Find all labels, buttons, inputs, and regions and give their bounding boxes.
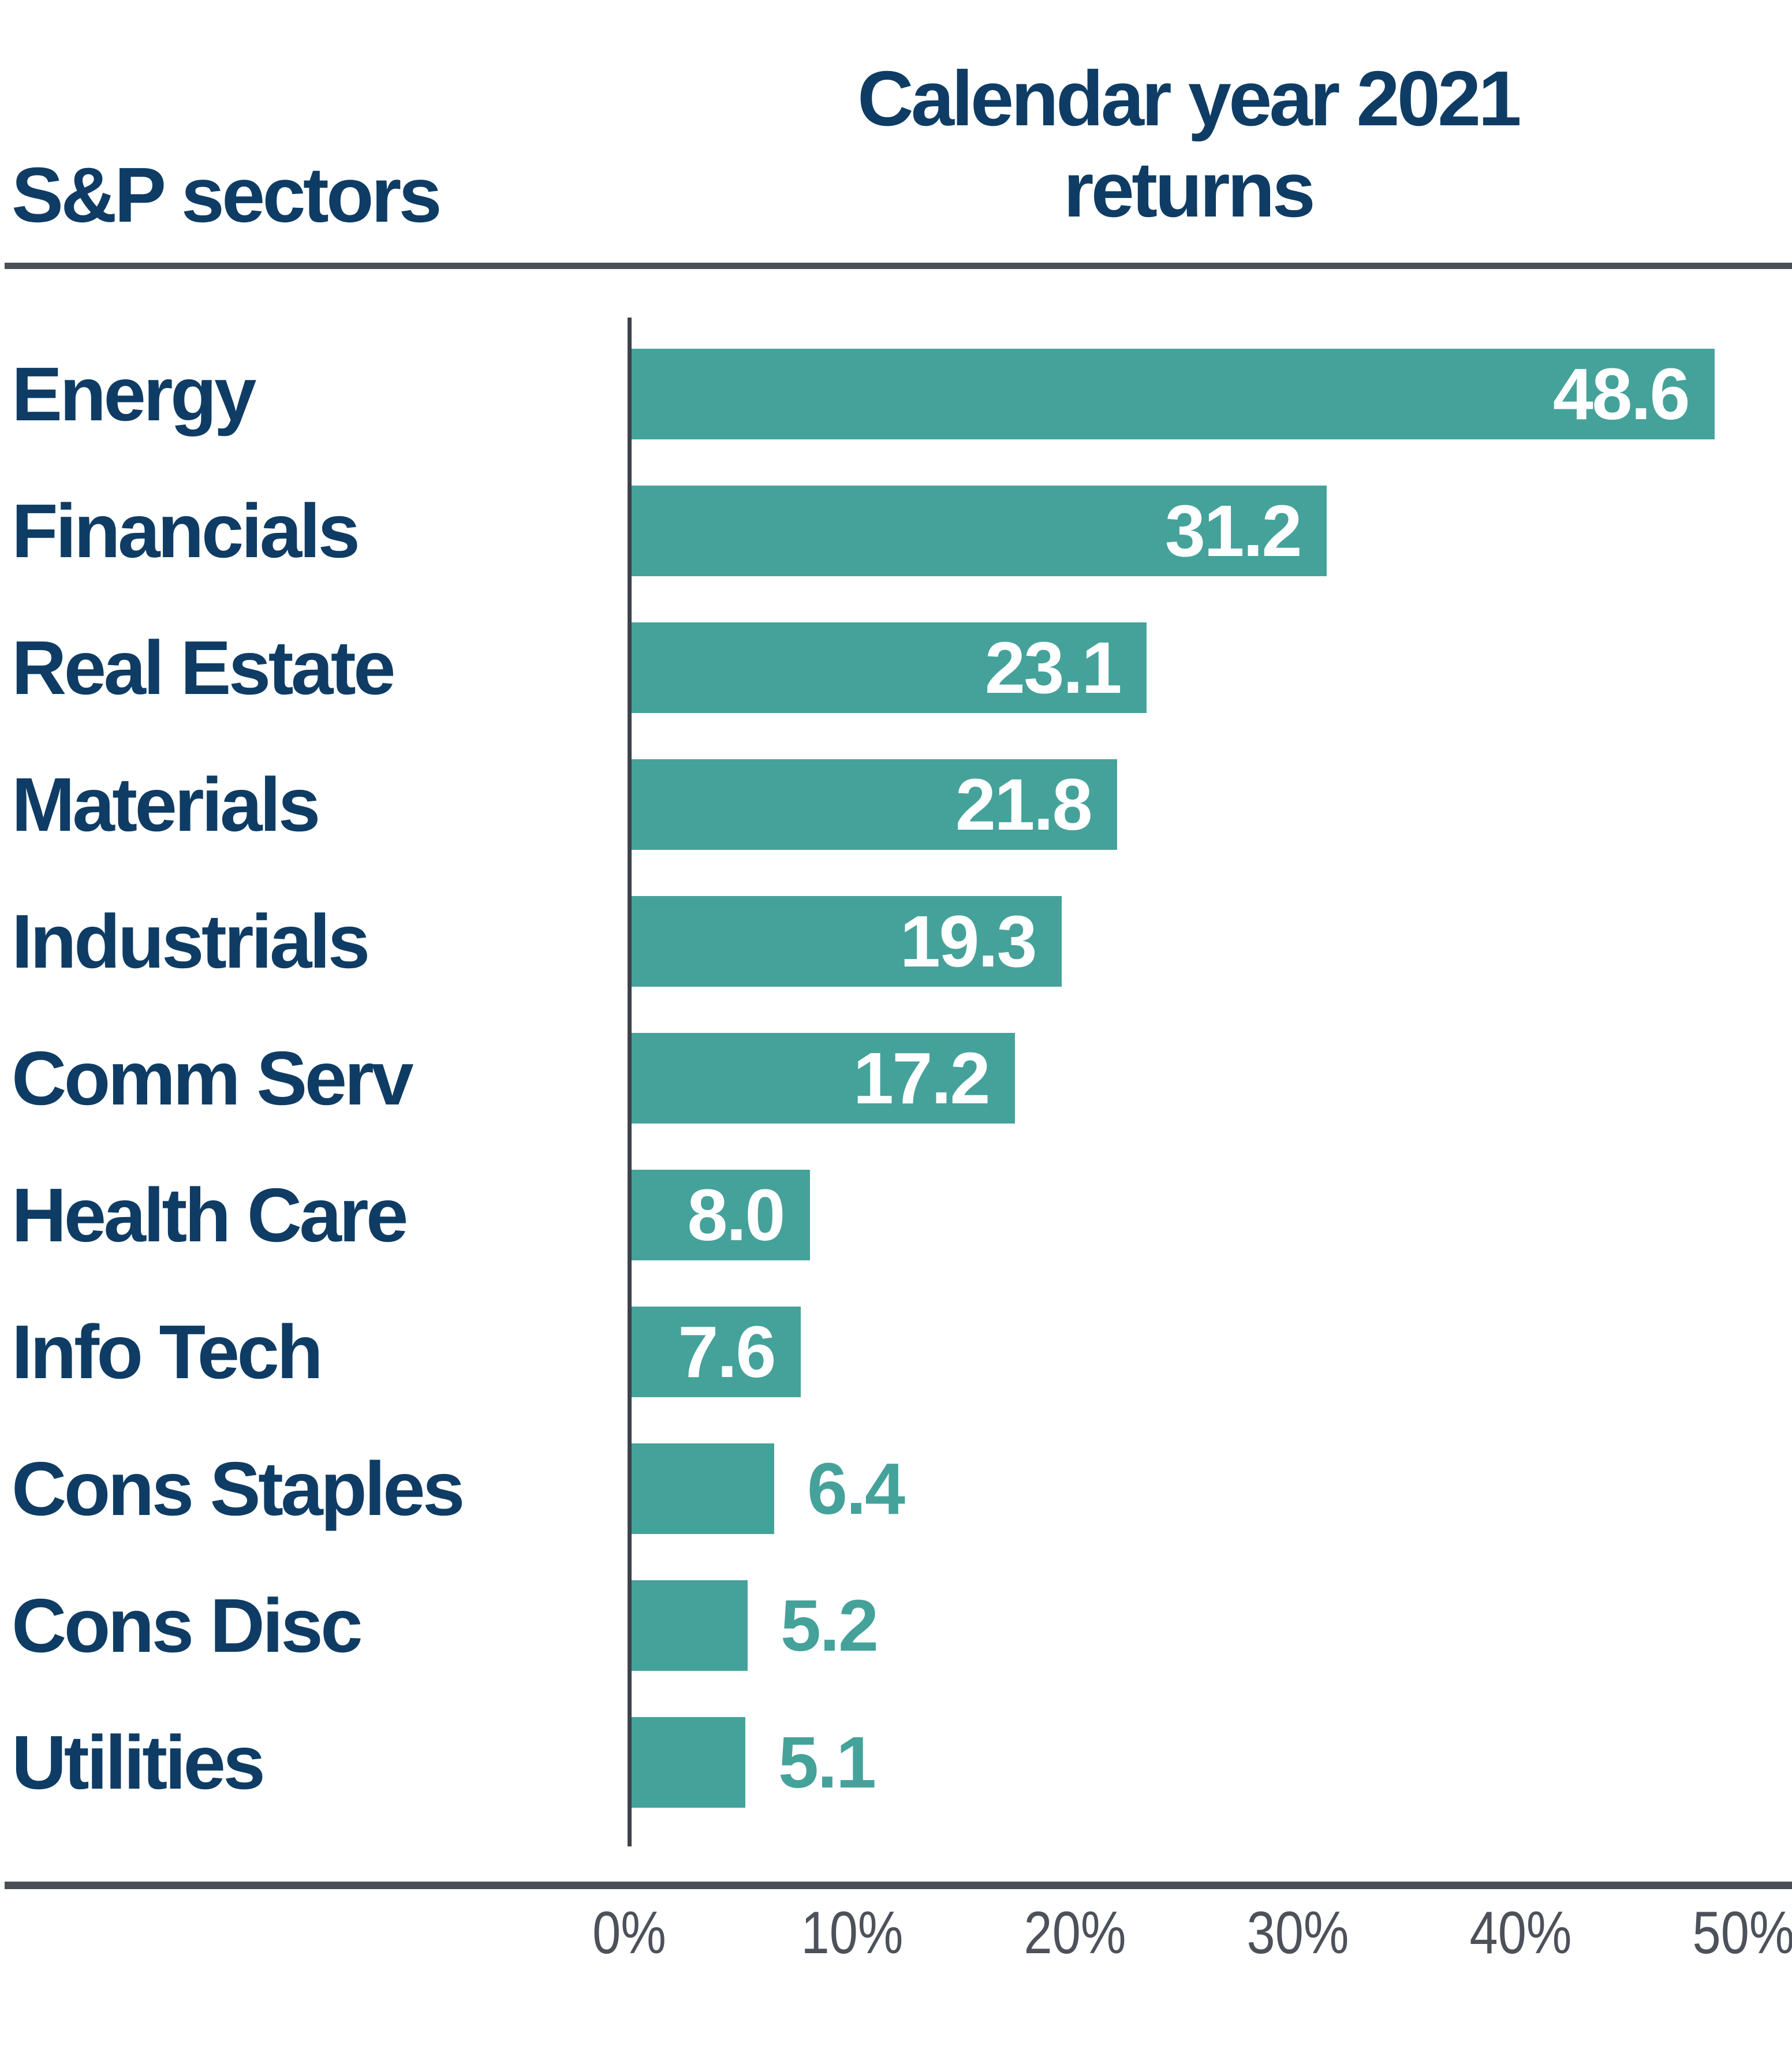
bar: 21.8 bbox=[632, 759, 1117, 850]
y-axis-line bbox=[628, 318, 632, 1846]
sector-label: Health Care bbox=[12, 1173, 408, 1257]
sector-label: Cons Disc bbox=[12, 1583, 363, 1668]
bar-value-label: 21.8 bbox=[955, 764, 1093, 845]
sector-label: Utilities bbox=[12, 1720, 266, 1805]
x-axis-tick-label: 10% bbox=[792, 1901, 912, 1965]
sector-label: Cons Staples bbox=[12, 1446, 465, 1531]
sector-label: Materials bbox=[12, 762, 320, 847]
x-axis-tick-label: 50% bbox=[1683, 1901, 1792, 1965]
chart-row: Info Tech 7.6 bbox=[0, 1307, 1792, 1397]
chart-row: Utilities 5.1 bbox=[0, 1717, 1792, 1808]
bar-value-label: 48.6 bbox=[1552, 353, 1690, 435]
chart-row: Cons Staples 6.4 bbox=[0, 1443, 1792, 1534]
bar: 31.2 bbox=[632, 486, 1327, 576]
chart-row: Health Care 8.0 bbox=[0, 1170, 1792, 1260]
bar: 17.2 bbox=[632, 1033, 1015, 1124]
chart-row: Materials 21.8 bbox=[0, 759, 1792, 850]
x-axis-tick-text: 0% bbox=[592, 1900, 666, 1966]
chart-row: Energy 48.6 bbox=[0, 349, 1792, 439]
x-axis-tick-label: 40% bbox=[1461, 1901, 1581, 1965]
chart-row: Industrials 19.3 bbox=[0, 896, 1792, 987]
chart-row: Cons Disc 5.2 bbox=[0, 1580, 1792, 1671]
chart-row: Comm Serv 17.2 bbox=[0, 1033, 1792, 1124]
bar: 23.1 bbox=[632, 622, 1147, 713]
column-header-sectors: S&P sectors bbox=[12, 151, 442, 238]
chart-title-line1: Calendar year 2021 bbox=[857, 55, 1522, 142]
x-axis-tick-label: 20% bbox=[1015, 1901, 1135, 1965]
sector-label: Energy bbox=[12, 352, 256, 436]
bar-value-label: 7.6 bbox=[678, 1311, 776, 1393]
bar-value-label: 17.2 bbox=[853, 1038, 991, 1119]
chart-title-line2: returns bbox=[1063, 146, 1316, 233]
x-axis-tick-text: 40% bbox=[1469, 1900, 1572, 1966]
x-axis-tick-text: 30% bbox=[1246, 1900, 1349, 1966]
header-divider-line bbox=[5, 263, 1792, 269]
x-axis-tick-text: 10% bbox=[801, 1900, 904, 1966]
bar-value-label: 6.4 bbox=[807, 1448, 905, 1529]
sector-label: Comm Serv bbox=[12, 1036, 414, 1121]
x-axis-tick-label: 30% bbox=[1238, 1901, 1358, 1965]
x-axis-tick-label: 0% bbox=[586, 1901, 673, 1965]
sector-label: Industrials bbox=[12, 899, 370, 984]
bar: 19.3 bbox=[632, 896, 1062, 987]
bar: 8.0 bbox=[632, 1170, 810, 1260]
bar: 6.4 bbox=[632, 1443, 905, 1534]
x-axis-tick-text: 20% bbox=[1024, 1900, 1126, 1966]
bar-value-label: 19.3 bbox=[899, 901, 1037, 982]
chart-row: Financials 31.2 bbox=[0, 486, 1792, 576]
bar-value-label: 5.2 bbox=[781, 1585, 879, 1666]
bar-value-label: 5.1 bbox=[778, 1722, 876, 1803]
chart-title: Calendar year 2021 returns bbox=[631, 53, 1745, 236]
x-axis-tick-text: 50% bbox=[1692, 1900, 1792, 1966]
bar: 5.1 bbox=[632, 1717, 876, 1808]
chart-row: Real Estate 23.1 bbox=[0, 622, 1792, 713]
sector-label: Financials bbox=[12, 488, 360, 573]
sector-label: Real Estate bbox=[12, 625, 395, 710]
bar-value-label: 31.2 bbox=[1164, 490, 1302, 572]
bar: 5.2 bbox=[632, 1580, 879, 1671]
x-axis-divider-line bbox=[5, 1882, 1792, 1889]
bar: 48.6 bbox=[632, 349, 1715, 439]
bar-value-label: 8.0 bbox=[687, 1174, 785, 1256]
bar: 7.6 bbox=[632, 1307, 801, 1397]
bar-value-label: 23.1 bbox=[984, 627, 1122, 708]
sector-label: Info Tech bbox=[12, 1309, 323, 1394]
